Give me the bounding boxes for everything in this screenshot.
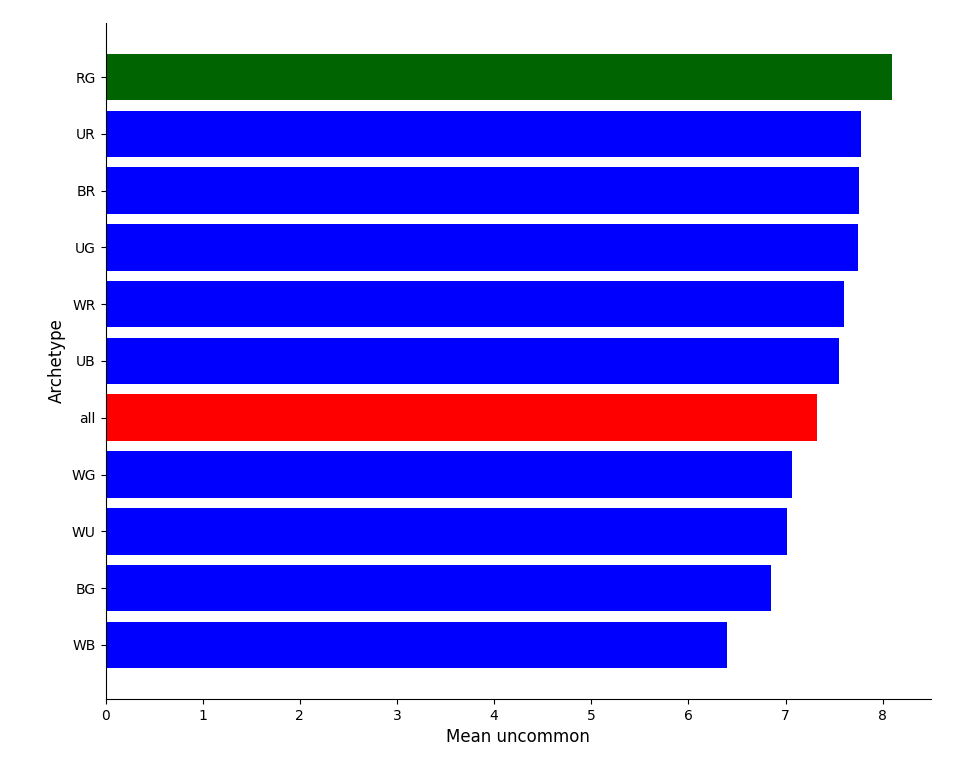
Bar xyxy=(106,621,728,668)
Bar xyxy=(106,167,859,214)
Bar xyxy=(106,54,893,101)
Bar xyxy=(106,564,771,611)
Bar xyxy=(106,395,817,441)
Bar xyxy=(106,111,861,157)
Bar xyxy=(106,224,858,270)
X-axis label: Mean uncommon: Mean uncommon xyxy=(446,728,590,746)
Bar xyxy=(106,508,787,554)
Bar xyxy=(106,338,839,384)
Bar xyxy=(106,281,844,327)
Bar xyxy=(106,452,792,498)
Y-axis label: Archetype: Archetype xyxy=(48,319,66,403)
